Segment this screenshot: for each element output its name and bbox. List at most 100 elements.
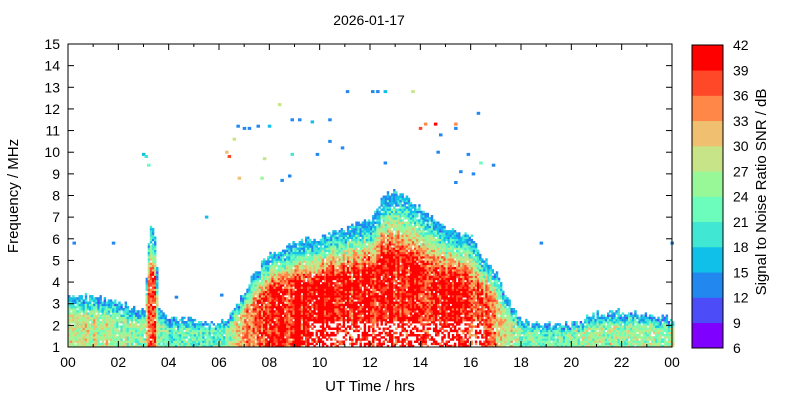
heatmap-cell xyxy=(97,316,100,320)
heatmap-cell xyxy=(250,279,253,283)
heatmap-cell xyxy=(300,297,304,300)
heatmap-cell xyxy=(93,323,96,326)
heatmap-cell xyxy=(116,331,119,335)
heatmap-cell xyxy=(388,279,392,283)
heatmap-cell xyxy=(198,344,201,348)
heatmap-cell xyxy=(120,305,123,309)
heatmap-cell xyxy=(323,299,327,302)
heatmap-cell xyxy=(361,299,364,302)
heatmap-cell xyxy=(258,305,262,309)
heatmap-cell xyxy=(91,295,94,298)
heatmap-cell xyxy=(151,325,155,328)
heatmap-cell xyxy=(378,288,381,292)
heatmap-cell xyxy=(263,273,266,276)
heatmap-cell xyxy=(342,329,346,333)
heatmap-cell xyxy=(336,260,339,263)
heatmap-cell xyxy=(302,340,306,343)
heatmap-cell xyxy=(154,308,157,311)
heatmap-cell xyxy=(284,340,287,343)
heatmap-cell xyxy=(68,316,71,320)
heatmap-cell xyxy=(172,329,176,333)
heatmap-cell xyxy=(384,286,388,289)
heatmap-cell xyxy=(305,253,308,257)
heatmap-cell xyxy=(254,325,258,328)
heatmap-cell xyxy=(372,236,375,240)
heatmap-cell xyxy=(133,316,136,320)
heatmap-cell xyxy=(233,344,237,348)
heatmap-cell xyxy=(332,288,335,292)
heatmap-cell xyxy=(349,230,352,233)
heatmap-cell xyxy=(122,312,125,315)
heatmap-cell xyxy=(292,282,295,285)
heatmap-cell xyxy=(170,321,174,324)
heatmap-cell xyxy=(397,204,400,207)
heatmap-cell xyxy=(361,223,364,227)
heatmap-cell xyxy=(260,299,264,302)
heatmap-cell xyxy=(370,308,373,311)
heatmap-cell xyxy=(288,262,291,266)
heatmap-cell xyxy=(386,236,390,240)
heatmap-cell xyxy=(122,321,125,324)
heatmap-cell xyxy=(141,310,144,313)
heatmap-cell xyxy=(351,264,354,268)
heatmap-cell xyxy=(114,336,117,339)
heatmap-cell xyxy=(260,308,264,311)
heatmap-cell xyxy=(305,260,308,263)
heatmap-cell xyxy=(372,223,375,227)
heatmap-cell xyxy=(332,266,335,270)
heatmap-cell xyxy=(321,247,325,250)
heatmap-cell xyxy=(384,323,388,326)
heatmap-cell xyxy=(235,314,239,317)
heatmap-cell xyxy=(82,301,86,304)
heatmap-cell xyxy=(151,228,155,231)
heatmap-cell xyxy=(349,249,352,253)
heatmap-cell xyxy=(307,236,310,240)
heatmap-cell xyxy=(185,331,188,335)
heatmap-cell xyxy=(300,260,304,263)
heatmap-cell xyxy=(372,338,375,341)
heatmap-cell xyxy=(70,329,73,333)
heatmap-cell xyxy=(124,334,127,337)
heatmap-cell xyxy=(256,323,260,326)
heatmap-cell xyxy=(235,325,239,328)
heatmap-cell xyxy=(305,275,308,279)
heatmap-cell xyxy=(307,305,310,309)
heatmap-cell xyxy=(365,251,369,255)
heatmap-cell xyxy=(147,310,151,313)
heatmap-cell xyxy=(317,286,320,289)
heatmap-cell xyxy=(391,342,394,346)
heatmap-cell xyxy=(388,277,392,281)
heatmap-cell xyxy=(271,266,274,270)
heatmap-cell xyxy=(386,344,390,348)
heatmap-cell xyxy=(334,269,337,272)
heatmap-cell xyxy=(263,316,266,320)
heatmap-cell xyxy=(210,327,213,330)
heatmap-cell xyxy=(145,284,148,287)
heatmap-cell xyxy=(397,236,400,240)
heatmap-cell xyxy=(372,327,375,330)
heatmap-cell xyxy=(326,286,329,289)
heatmap-cell xyxy=(219,329,222,333)
heatmap-cell xyxy=(361,260,364,263)
heatmap-cell xyxy=(80,323,83,326)
heatmap-cell xyxy=(126,323,130,326)
heatmap-cell xyxy=(330,310,333,313)
heatmap-cell xyxy=(284,260,287,263)
heatmap-cell xyxy=(302,318,306,322)
heatmap-cell xyxy=(118,338,121,341)
heatmap-cell xyxy=(158,314,161,317)
heatmap-cell xyxy=(151,295,155,298)
heatmap-cell xyxy=(166,323,169,326)
heatmap-cell xyxy=(365,249,369,253)
heatmap-cell xyxy=(181,323,184,326)
heatmap-cell xyxy=(212,340,216,343)
heatmap-cell xyxy=(279,334,283,337)
heatmap-cell xyxy=(154,258,157,261)
heatmap-cell xyxy=(298,292,302,296)
heatmap-cell xyxy=(355,338,358,341)
heatmap-cell xyxy=(336,262,339,266)
heatmap-cell xyxy=(240,299,243,302)
heatmap-cell xyxy=(384,247,388,250)
heatmap-cell xyxy=(395,316,398,320)
heatmap-cell xyxy=(294,279,297,283)
